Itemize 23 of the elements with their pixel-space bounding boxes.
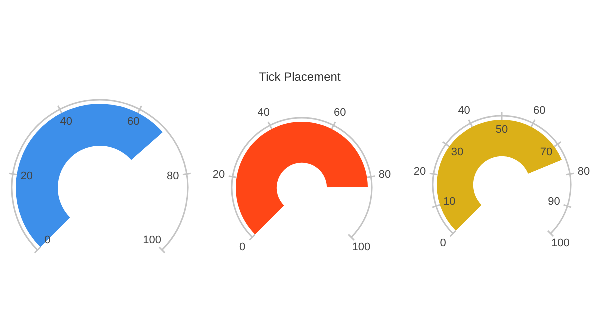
- text: 40: [258, 107, 270, 120]
- text: 60: [534, 105, 546, 118]
- text: 60: [127, 116, 140, 128]
- chart-title: Tick Placement: [258, 70, 342, 84]
- text: 40: [60, 116, 73, 128]
- text: 30: [451, 146, 464, 159]
- text: 20: [20, 170, 34, 182]
- text: 20: [414, 166, 426, 178]
- text: 40: [458, 105, 470, 118]
- text: 20: [212, 168, 226, 181]
- text: 80: [166, 170, 180, 182]
- text: 0: [240, 241, 246, 254]
- text: 70: [540, 146, 553, 159]
- text: 0: [440, 238, 446, 250]
- text: 100: [352, 241, 371, 254]
- text: 50: [496, 124, 508, 136]
- text: 100: [552, 238, 570, 250]
- text: 60: [334, 107, 346, 120]
- text: 80: [578, 166, 590, 178]
- text: 80: [378, 168, 392, 181]
- text: 100: [143, 234, 162, 246]
- text: 10: [444, 196, 456, 208]
- text: 90: [548, 196, 560, 208]
